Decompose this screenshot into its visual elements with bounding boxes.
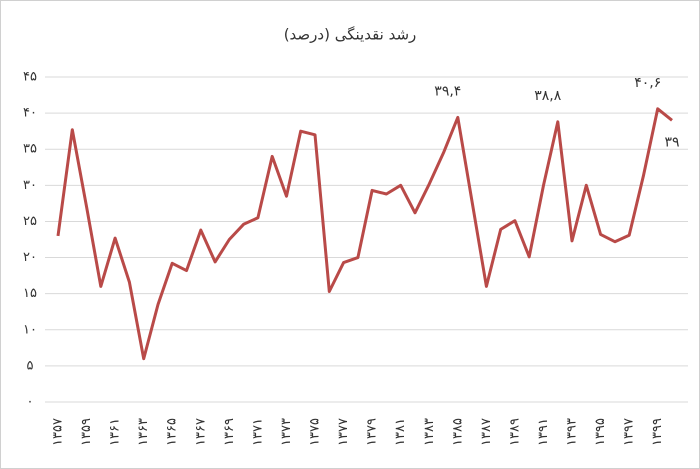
x-tick-label: ۱۳۸۱ bbox=[393, 418, 408, 446]
x-tick-label: ۱۳۸۵ bbox=[450, 418, 465, 446]
x-tick-label: ۱۳۹۱ bbox=[536, 418, 551, 446]
y-tick-label: ۰ bbox=[27, 395, 34, 410]
x-tick-label: ۱۳۸۹ bbox=[507, 418, 522, 446]
x-tick-label: ۱۳۷۵ bbox=[308, 418, 323, 446]
x-tick-label: ۱۳۷۳ bbox=[279, 418, 294, 446]
x-tick-label: ۱۳۸۳ bbox=[422, 418, 437, 446]
y-tick-label: ۱۰ bbox=[23, 322, 37, 337]
x-tick-label: ۱۳۵۹ bbox=[79, 418, 94, 446]
x-tick-label: ۱۳۶۱ bbox=[108, 418, 123, 446]
x-tick-label: ۱۳۹۵ bbox=[593, 418, 608, 446]
data-label: ۳۹,۴ bbox=[434, 83, 461, 99]
y-tick-label: ۵ bbox=[27, 358, 34, 373]
y-tick-label: ۳۵ bbox=[23, 142, 37, 157]
y-tick-label: ۱۵ bbox=[23, 286, 37, 301]
x-tick-label: ۱۳۵۷ bbox=[51, 418, 66, 446]
x-tick-label: ۱۳۷۷ bbox=[336, 418, 351, 446]
x-tick-label: ۱۳۶۷ bbox=[193, 418, 208, 446]
x-tick-label: ۱۳۶۳ bbox=[136, 418, 151, 446]
y-tick-label: ۳۰ bbox=[23, 178, 37, 193]
y-tick-label: ۴۰ bbox=[23, 106, 37, 121]
x-tick-label: ۱۳۸۷ bbox=[479, 418, 494, 446]
y-tick-label: ۲۰ bbox=[23, 250, 37, 265]
x-tick-label: ۱۳۷۹ bbox=[365, 418, 380, 446]
data-label: ۳۹ bbox=[664, 134, 679, 150]
x-tick-label: ۱۳۶۵ bbox=[165, 418, 180, 446]
x-tick-label: ۱۳۹۷ bbox=[622, 418, 637, 446]
x-tick-label: ۱۳۹۹ bbox=[650, 418, 665, 446]
x-tick-label: ۱۳۷۱ bbox=[250, 418, 265, 446]
y-tick-label: ۴۵ bbox=[23, 70, 37, 85]
data-label: ۳۸,۸ bbox=[534, 88, 561, 104]
x-tick-label: ۱۳۶۹ bbox=[222, 418, 237, 446]
x-tick-label: ۱۳۹۳ bbox=[565, 418, 580, 446]
data-label: ۴۰,۶ bbox=[634, 75, 661, 91]
chart-title: رشد نقدینگی (درصد) bbox=[284, 26, 417, 44]
data-line bbox=[56, 107, 673, 361]
y-tick-label: ۲۵ bbox=[23, 214, 37, 229]
